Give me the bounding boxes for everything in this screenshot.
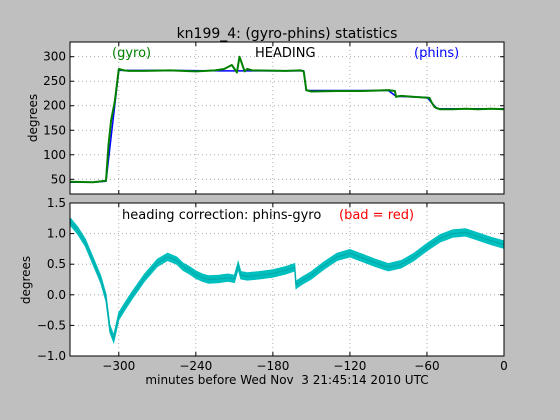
correction-ytick-label: 1.5 (47, 196, 66, 210)
annotation-phins: (phins) (414, 46, 459, 61)
correction-grid (70, 203, 504, 356)
heading-series (69, 55, 505, 184)
heading-ticks: 50 100 150 200 250 300 (43, 42, 505, 194)
correction-ytick-label: 0.0 (47, 288, 66, 302)
correction-ytick-label: −0.5 (37, 318, 66, 332)
correction-xtick-label: 0 (500, 359, 508, 373)
correction-frame (69, 202, 505, 357)
correction-xtick-label: −60 (414, 359, 439, 373)
annotation-heading: HEADING (255, 46, 316, 61)
series-gyro-line (69, 55, 505, 184)
heading-axes: 50 100 150 200 250 300 degrees (gyro) HEADING… (26, 41, 505, 195)
correction-xtick-label: −180 (256, 359, 289, 373)
heading-ylabel: degrees (26, 94, 40, 142)
correction-ytick-label: 1.0 (47, 227, 66, 241)
figure-xlabel: minutes before Wed Nov 3 21:45:14 2010 U… (145, 373, 428, 387)
heading-ytick-label: 250 (43, 74, 66, 88)
correction-ticks: −300 −240 −180 −120 −60 0 −1.0 −0.5 0.0 0.5 1.0 1.5 (37, 196, 508, 373)
heading-frame (69, 41, 505, 195)
correction-ytick-label: −1.0 (37, 349, 66, 363)
correction-ylabel: degrees (19, 256, 33, 304)
correction-xtick-label: −120 (333, 359, 366, 373)
correction-axes: −300 −240 −180 −120 −60 0 −1.0 −0.5 0.0 0.5 1.0 1.5… (19, 196, 508, 373)
annotation-bad-red: (bad = red) (339, 208, 414, 223)
heading-plot-area (70, 42, 504, 194)
heading-ytick-label: 50 (51, 172, 66, 186)
series-phins-gyro-line (69, 221, 505, 341)
correction-ytick-label: 0.5 (47, 257, 66, 271)
heading-ytick-label: 200 (43, 99, 66, 113)
annotation-correction: heading correction: phins-gyro (122, 208, 321, 223)
figure-title: kn199_4: (gyro-phins) statistics (177, 26, 398, 42)
heading-grid (70, 42, 504, 194)
heading-ytick-label: 150 (43, 123, 66, 137)
heading-ytick-label: 300 (43, 50, 66, 64)
correction-xtick-label: −240 (179, 359, 212, 373)
annotation-gyro: (gyro) (112, 46, 151, 61)
heading-ytick-label: 100 (43, 148, 66, 162)
correction-plot-area (70, 203, 504, 356)
correction-xtick-label: −300 (102, 359, 135, 373)
